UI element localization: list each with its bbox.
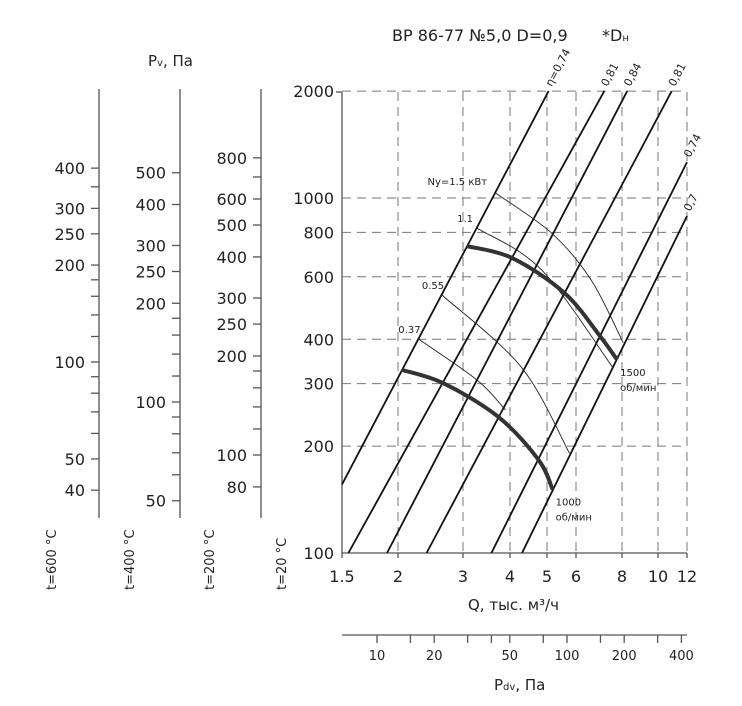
temperature-scale-tick-label: 600: [216, 190, 247, 209]
power-curve-label: Nу=1.5 кВт: [427, 177, 487, 188]
x-tick-label: 12: [677, 567, 697, 586]
temperature-scale-label: t=400 °C: [123, 529, 138, 590]
y-tick-label: 1000: [293, 189, 334, 208]
pdv-tick-label: 20: [426, 649, 443, 664]
y-tick-label: 2000: [293, 82, 334, 101]
temperature-scale-tick-label: 500: [135, 164, 166, 183]
power-curve: [476, 227, 614, 369]
efficiency-line-label: η=0,74: [543, 47, 574, 89]
efficiency-line: [386, 90, 628, 554]
efficiency-line: [347, 90, 606, 554]
x-tick-label: 1.5: [329, 567, 354, 586]
power-curve-label: 1.1: [457, 214, 473, 225]
temperature-scale-tick-label: 400: [135, 196, 166, 215]
temperature-scale-tick-label: 200: [135, 294, 166, 313]
chart-title: ВР 86-77 №5,0 D=0,9: [392, 26, 568, 45]
temperature-scale-tick-label: 300: [216, 289, 247, 308]
temperature-scale-tick-label: 80: [227, 478, 247, 497]
efficiency-line: [490, 161, 688, 554]
power-curve-label: 0.55: [422, 281, 444, 292]
temperature-scale-tick-label: 100: [54, 353, 85, 372]
speed-curve: [401, 367, 555, 491]
efficiency-line-label: 0,7: [681, 192, 701, 214]
x-tick-label: 8: [617, 567, 627, 586]
temperature-scale-tick-label: 800: [216, 149, 247, 168]
temperature-scale-tick-label: 50: [65, 450, 85, 469]
efficiency-line-label: 0,81: [598, 61, 621, 89]
temperature-scale-tick-label: 300: [54, 199, 85, 218]
y-axis-label: Pv, Па: [148, 52, 193, 70]
temperature-scale-tick-label: 250: [54, 225, 85, 244]
speed-curve-unit: об/мин: [556, 512, 592, 523]
x-tick-label: 10: [648, 567, 668, 586]
y-tick-label: 400: [303, 330, 334, 349]
pdv-tick-label: 50: [502, 649, 519, 664]
temperature-scale-tick-label: 400: [54, 159, 85, 178]
x-tick-label: 4: [505, 567, 515, 586]
temperature-scale-tick-label: 500: [216, 216, 247, 235]
x-tick-label: 3: [458, 567, 468, 586]
power-curve: [495, 192, 624, 343]
temperature-scale-tick-label: 50: [146, 492, 166, 511]
x-tick-label: 5: [542, 567, 552, 586]
y-tick-label: 200: [303, 437, 334, 456]
power-curve: [441, 294, 570, 454]
power-curve-label: 0.37: [398, 325, 420, 336]
x-tick-label: 2: [393, 567, 403, 586]
y-tick-label: 100: [303, 544, 334, 563]
efficiency-line-label: 0,84: [621, 61, 644, 89]
efficiency-line: [425, 90, 673, 554]
pdv-axis-label: Pdv, Па: [494, 676, 545, 694]
temperature-scale-tick-label: 200: [54, 256, 85, 275]
temperature-scale-tick-label: 100: [135, 393, 166, 412]
y-tick-label: 300: [303, 375, 334, 394]
temperature-scale-tick-label: 100: [216, 446, 247, 465]
efficiency-line: [521, 215, 688, 554]
speed-curve: [466, 244, 619, 362]
temperature-scale-tick-label: 250: [216, 315, 247, 334]
temperature-scale-tick-label: 200: [216, 347, 247, 366]
efficiency-line-label: 0,81: [666, 61, 689, 89]
speed-curve-label: 1000: [556, 497, 581, 508]
temperature-scale-label: t=600 °C: [45, 529, 60, 590]
temperature-scale-tick-label: 250: [135, 262, 166, 281]
power-curve: [418, 338, 506, 411]
temperature-scale-tick-label: 40: [65, 481, 85, 500]
temperature-scale-label: t=200 °C: [203, 529, 218, 590]
y-tick-label: 800: [303, 223, 334, 242]
title-note: *Dн: [602, 26, 629, 45]
pdv-tick-label: 100: [555, 649, 580, 664]
temperature-scale-tick-label: 300: [135, 237, 166, 256]
temperature-scale-tick-label: 400: [216, 248, 247, 267]
x-tick-label: 6: [571, 567, 581, 586]
speed-curve-unit: об/мин: [620, 383, 656, 394]
y-tick-label: 600: [303, 268, 334, 287]
pdv-tick-label: 400: [669, 649, 694, 664]
pdv-tick-label: 200: [612, 649, 637, 664]
efficiency-line: [341, 90, 550, 485]
speed-curve-label: 1500: [620, 368, 645, 379]
efficiency-line-label: 0,74: [681, 132, 704, 160]
pdv-tick-label: 10: [369, 649, 386, 664]
temperature-scale-label: t=20 °C: [275, 538, 290, 590]
x-axis-label: Q, тыс. м³/ч: [468, 596, 559, 614]
